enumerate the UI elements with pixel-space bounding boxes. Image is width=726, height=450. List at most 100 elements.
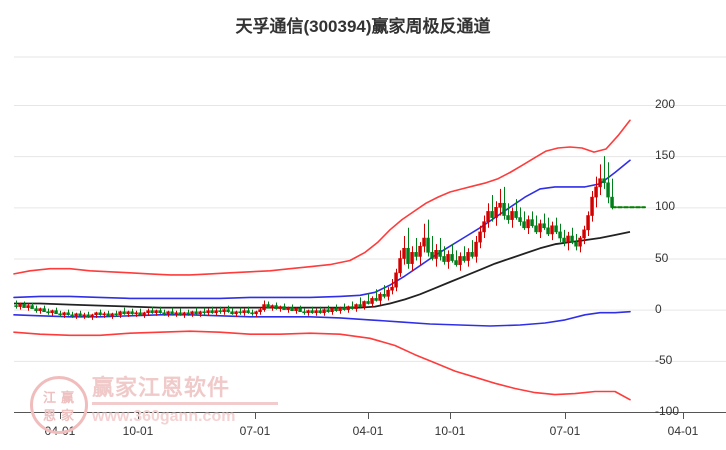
candle-body [418,245,422,257]
candle-body [398,258,402,274]
candle-body [358,304,362,307]
candle-body [146,310,150,314]
candle-body [50,310,54,314]
candle-body [306,310,310,314]
candle-body [26,305,30,308]
candle-body [58,313,62,316]
candle-body [218,310,222,313]
x-axis-tick-label: 10-01 [122,424,154,438]
candle-body [402,247,406,259]
candle-body [254,311,258,315]
x-axis-tick-label: 04-01 [44,424,76,438]
candle-body [362,301,366,307]
candle-body [574,241,578,247]
y-axis-tick-label: -100 [655,404,680,418]
candle-body [526,219,530,229]
candle-body [270,305,274,308]
candle-body [434,250,438,259]
candle-body [102,313,106,316]
candle-body [214,310,218,314]
candle-body [86,314,90,318]
candle-body [14,305,18,307]
candle-body [466,252,470,261]
candle-body [174,312,178,315]
candle-body [198,311,202,315]
candle-body [606,182,610,198]
candle-body [318,310,322,314]
candle-body [562,237,566,243]
candle-body [54,310,58,315]
candle-body [154,310,158,314]
candle-body [278,306,282,309]
candle-body [78,313,82,317]
candle-body [474,241,478,257]
candle-body [70,314,74,317]
candle-body [442,256,446,262]
candle-body [222,309,226,313]
candle-body [430,252,434,259]
candle-body [538,223,542,233]
candle-body [534,225,538,233]
x-axis-tick-label: 07-01 [549,424,581,438]
candle-body [206,310,210,314]
candle-body [106,313,110,317]
candle-body [410,252,414,264]
candle-body [150,310,154,314]
y-axis-tick-label: 100 [655,199,676,214]
candle-body [522,221,526,229]
candle-body [46,311,50,314]
candle-body [178,312,182,316]
candle-body [234,311,238,315]
candle-body [422,237,426,247]
candle-body [566,235,570,243]
candle-body [298,308,302,313]
candle-body [578,237,582,247]
series-lower_mid_band [13,310,631,327]
candle-body [74,313,78,317]
candle-body [386,289,390,297]
candle-body [138,312,142,316]
candle-body [550,225,554,235]
candle-body [66,312,70,316]
candle-body [498,202,502,208]
candle-body [342,307,346,310]
candle-body [238,311,242,314]
candle-body [438,250,442,257]
candle-body [510,211,514,220]
candle-body [30,305,34,309]
candle-body [338,307,342,311]
candle-body [126,311,130,315]
candle-body [274,305,278,309]
candle-body [314,310,318,314]
candle-body [454,260,458,265]
candle-body [110,313,114,317]
candle-body [366,301,370,304]
candle-body [326,309,330,313]
candle-body [346,306,350,310]
candle-body [610,196,614,208]
candle-body [182,312,186,316]
candle-body [370,298,374,304]
candle-body [582,229,586,239]
y-axis-tick-label: 150 [655,148,676,163]
candle-body [250,312,254,315]
candle-body [42,308,46,313]
candle-body [594,186,598,198]
series-lower_channel [13,330,631,401]
candle-body [166,311,170,315]
candle-body [130,311,134,315]
candle-body [98,312,102,316]
candle-body [382,294,386,297]
candle-body [598,178,602,188]
candle-body [302,311,306,314]
candle-body [334,308,338,311]
candle-body [286,307,290,310]
series-upper_mid_band [13,159,631,300]
candle-body [310,310,314,314]
candle-body [494,207,498,218]
candle-body [38,308,42,311]
candle-body [194,311,198,315]
candle-body [230,311,234,315]
candle-body [590,196,594,216]
